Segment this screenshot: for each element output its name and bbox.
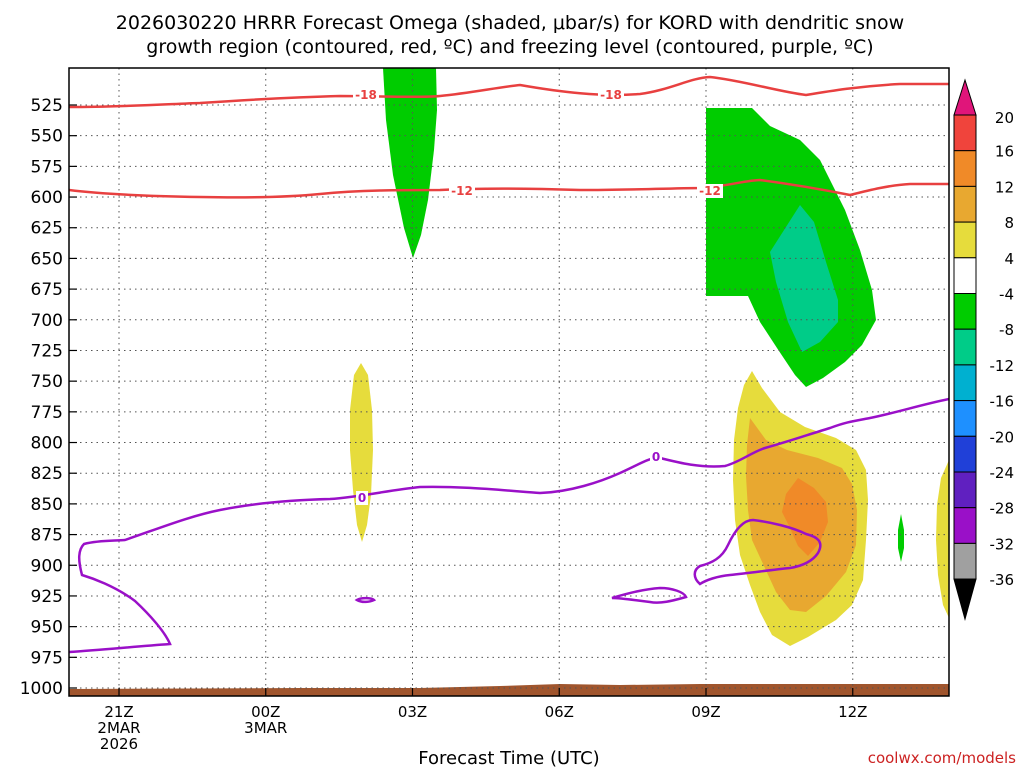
chart-title-line1: 2026030220 HRRR Forecast Omega (shaded, …	[116, 12, 904, 34]
colorbar-swatch-8	[953, 364, 977, 402]
contour-minus18	[69, 75, 949, 109]
colorbar-swatch-1	[953, 114, 977, 152]
gridlines	[69, 68, 949, 696]
colorbar-bottom-arrow	[953, 578, 977, 621]
plot-frame	[68, 67, 950, 697]
contour-freezing-loop-07z	[611, 586, 688, 604]
contour-freezing-blip-02z	[354, 596, 377, 604]
y-tick-label-925: 925	[31, 587, 63, 607]
y-tick-label-875: 875	[31, 526, 63, 546]
y-tick-label-1000: 1000	[20, 679, 63, 699]
y-tick-label-775: 775	[31, 403, 63, 423]
y-tick-label-700: 700	[31, 311, 63, 331]
contour-minus12	[69, 178, 949, 199]
label-minus18-b: -18	[600, 88, 622, 102]
colorbar-swatch-11	[953, 471, 977, 509]
x-tick-label-0-1: 2MAR	[97, 719, 140, 737]
colorbar-label-5: -4	[999, 286, 1014, 304]
colorbar-swatch-5	[953, 257, 977, 294]
colorbar-label-6: -8	[999, 321, 1014, 339]
y-tick-label-950: 950	[31, 618, 63, 638]
x-tick-label-0-2: 2026	[100, 735, 138, 753]
y-tick-label-825: 825	[31, 464, 63, 484]
colorbar-label-2: 12	[995, 178, 1014, 196]
ground-strip	[69, 684, 949, 696]
x-tick-label-5-0: 12Z	[838, 703, 867, 721]
y-tick-label-625: 625	[31, 219, 63, 239]
colorbar-label-4: 4	[1004, 250, 1014, 268]
x-tick-label-1-1: 3MAR	[244, 719, 287, 737]
contour-freezing-loop-10z	[693, 518, 822, 586]
x-tick-label-0-0: 21Z	[104, 703, 133, 721]
omega-orange-11z	[782, 478, 828, 556]
omega-green-03z	[383, 68, 437, 258]
contour-label-freezing: 0 0	[356, 450, 662, 505]
colorbar-label-1: 16	[995, 143, 1014, 161]
colorbar-swatch-9	[953, 400, 977, 437]
label-zero-b: 0	[652, 450, 660, 464]
x-tick-label-2-0: 03Z	[398, 703, 427, 721]
colorbar: 20 16 12 8 4 -4 -8 -12 -16 -20 -24 -28 -32 -36	[953, 78, 1015, 621]
omega-teal-10z	[770, 205, 838, 352]
omega-yellow-14z	[936, 460, 949, 618]
colorbar-swatch-6	[953, 293, 977, 330]
x-tick-label-3-0: 06Z	[545, 703, 574, 721]
y-tick-label-550: 550	[31, 127, 63, 147]
colorbar-label-3: 8	[1004, 214, 1014, 232]
y-axis: 525 550 575 600 625 650 675 700 725 750 775 800 825 8…	[20, 96, 77, 699]
colorbar-swatch-4	[953, 221, 977, 259]
colorbar-swatch-13	[953, 542, 977, 580]
colorbar-label-8: -16	[990, 393, 1015, 411]
label-zero-a: 0	[358, 491, 366, 505]
colorbar-label-12: -32	[990, 535, 1015, 553]
colorbar-swatch-7	[953, 328, 977, 366]
colorbar-label-11: -28	[990, 500, 1015, 518]
colorbar-swatch-3	[953, 185, 977, 223]
y-tick-label-975: 975	[31, 648, 63, 668]
label-minus18-a: -18	[355, 88, 377, 102]
colorbar-label-10: -24	[990, 464, 1015, 482]
contour-label-minus18: -18 -18	[353, 88, 624, 102]
colorbar-label-0: 20	[995, 109, 1014, 127]
y-tick-label-750: 750	[31, 372, 63, 392]
contour-freezing-level	[69, 397, 949, 654]
y-tick-label-850: 850	[31, 495, 63, 515]
label-minus12-a: -12	[451, 184, 473, 198]
chart-title-line2: growth region (contoured, red, ºC) and f…	[146, 36, 873, 58]
colorbar-swatch-10	[953, 435, 977, 473]
y-tick-label-575: 575	[31, 157, 63, 177]
colorbar-label-13: -36	[990, 571, 1015, 589]
x-tick-label-4-0: 09Z	[691, 703, 720, 721]
colorbar-swatch-2	[953, 150, 977, 187]
colorbar-label-7: -12	[990, 357, 1015, 375]
y-tick-label-600: 600	[31, 188, 63, 208]
omega-green-13z	[898, 514, 904, 562]
contour-label-minus12: -12 -12	[449, 184, 723, 198]
y-tick-label-650: 650	[31, 249, 63, 269]
y-tick-label-900: 900	[31, 556, 63, 576]
x-axis-label: Forecast Time (UTC)	[418, 748, 599, 768]
x-tick-label-1-0: 00Z	[251, 703, 280, 721]
y-tick-label-800: 800	[31, 434, 63, 454]
colorbar-swatch-12	[953, 507, 977, 544]
credit-text: coolwx.com/models	[868, 749, 1016, 767]
y-tick-label-725: 725	[31, 341, 63, 361]
label-minus12-b: -12	[699, 184, 721, 198]
y-tick-label-525: 525	[31, 96, 63, 116]
colorbar-label-9: -20	[990, 428, 1015, 446]
y-tick-label-675: 675	[31, 280, 63, 300]
colorbar-top-arrow	[953, 78, 977, 116]
